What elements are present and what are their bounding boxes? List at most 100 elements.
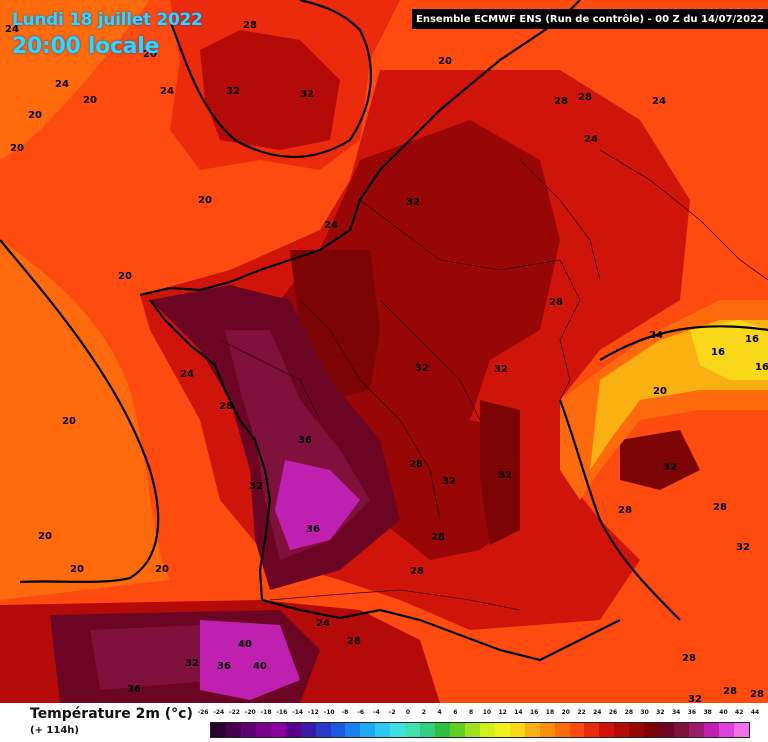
- legend-tick-label: 26: [608, 709, 618, 716]
- isotherm-label: 36: [298, 435, 312, 446]
- isotherm-label: 20: [70, 564, 84, 575]
- spain-hot-core: [90, 625, 220, 690]
- isotherm-label: 28: [347, 636, 361, 647]
- rhone-hot-core: [480, 400, 520, 545]
- isotherm-label: 32: [185, 658, 199, 669]
- legend-tick-label: -14: [292, 709, 304, 716]
- legend-swatch: [479, 723, 495, 737]
- isotherm-label: 32: [494, 364, 508, 375]
- legend-swatch: [524, 723, 540, 737]
- legend-swatch: [375, 723, 391, 737]
- legend-tick-label: 28: [624, 709, 633, 716]
- isotherm-label: 20: [653, 386, 667, 397]
- legend-tick-label: 14: [514, 709, 523, 716]
- color-legend: Température 2m (°c) (+ 114h) -26 -24 -22 -2…: [0, 703, 768, 742]
- isotherm-label: 32: [415, 363, 429, 374]
- isotherm-label: 28: [578, 92, 592, 103]
- spain-extreme-heat: [200, 620, 300, 700]
- legend-tick-label: 30: [640, 709, 649, 716]
- legend-tick-label: 18: [545, 709, 555, 716]
- legend-swatch: [494, 723, 510, 737]
- isotherm-label: 28: [750, 689, 764, 700]
- isotherm-label: 24: [652, 96, 666, 107]
- legend-swatch: [674, 723, 689, 737]
- legend-lead-time: (+ 114h): [30, 725, 79, 736]
- legend-swatch: [211, 723, 226, 737]
- legend-tick-label: 6: [453, 709, 458, 716]
- legend-swatch: [629, 723, 645, 737]
- legend-swatch: [554, 723, 570, 737]
- legend-tick-label: -24: [213, 709, 225, 716]
- legend-tick-label: 8: [469, 709, 474, 716]
- legend-ticks: -26 -24 -22 -20 -18 -16 -14 -12 -10 -8 -6 -4 -2 0 2 4 6 8…: [198, 709, 760, 721]
- legend-tick-label: 4: [437, 709, 442, 716]
- legend-tick-label: 36: [687, 709, 697, 716]
- atlantic-cool-zone: [0, 240, 170, 600]
- legend-swatch: [225, 723, 241, 737]
- isotherm-label: 24: [180, 369, 194, 380]
- legend-tick-label: -22: [229, 709, 240, 716]
- coastlines: [0, 0, 768, 662]
- isotherm-label: 28: [219, 401, 233, 412]
- legend-tick-label: 40: [719, 709, 728, 716]
- isotherm-label: 28: [431, 532, 445, 543]
- isotherm-label: 28: [409, 459, 423, 470]
- isotherm-label: 28: [618, 505, 632, 516]
- isotherm-label: 20: [438, 56, 452, 67]
- isotherm-labels: 28 24 20 20 24 24 32 32 20 28 28 24 20 24 20 20 32 24 20 28…: [5, 20, 768, 703]
- isotherm-label: 36: [306, 524, 320, 535]
- isotherm-label: 16: [711, 347, 725, 358]
- isotherm-label: 28: [713, 502, 727, 513]
- legend-swatch: [240, 723, 256, 737]
- isotherm-label: 24: [324, 220, 338, 231]
- isotherm-label: 24: [584, 134, 598, 145]
- legend-tick-label: 0: [405, 709, 411, 716]
- legend-tick-label: 2: [421, 709, 426, 716]
- isotherm-label: 16: [745, 334, 759, 345]
- isotherm-label: 36: [217, 661, 231, 672]
- isotherm-label: 24: [160, 86, 174, 97]
- isotherm-label: 40: [253, 661, 267, 672]
- legend-tick-label: 10: [482, 709, 492, 716]
- legend-tick-label: -8: [341, 709, 349, 716]
- isotherm-label: 20: [143, 49, 157, 60]
- isotherm-label: 24: [5, 24, 19, 35]
- isotherm-label: 32: [300, 89, 314, 100]
- legend-swatch: [450, 723, 465, 737]
- isotherm-label: 24: [55, 79, 69, 90]
- legend-swatch: [718, 723, 734, 737]
- isotherm-label: 20: [118, 271, 132, 282]
- isotherm-label: 32: [736, 542, 750, 553]
- landes-extreme-heat: [275, 460, 360, 550]
- isotherm-label: 36: [127, 684, 141, 695]
- legend-swatch: [255, 723, 271, 737]
- legend-swatch: [285, 723, 301, 737]
- isotherm-label: 20: [28, 110, 42, 121]
- isotherm-label: 24: [649, 330, 663, 341]
- isotherm-label: 28: [549, 297, 563, 308]
- isotherm-label: 32: [663, 462, 677, 473]
- legend-tick-label: 34: [671, 709, 681, 716]
- legend-tick-label: -10: [323, 709, 335, 716]
- legend-swatch: [614, 723, 630, 737]
- legend-swatch: [360, 723, 376, 737]
- legend-swatch: [599, 723, 615, 737]
- legend-swatch: [509, 723, 525, 737]
- isotherm-label: 28: [554, 96, 568, 107]
- legend-swatch: [270, 723, 286, 737]
- isotherm-label: 20: [83, 95, 97, 106]
- legend-swatch: [584, 723, 600, 737]
- isotherm-label: 20: [38, 531, 52, 542]
- forecast-time: 20:00 locale: [12, 34, 160, 59]
- legend-tick-label: -6: [357, 709, 365, 716]
- isotherm-label: 20: [198, 195, 212, 206]
- legend-tick-label: -26: [197, 709, 209, 716]
- legend-swatch: [330, 723, 346, 737]
- legend-tick-label: 44: [750, 709, 760, 716]
- isotherm-label: 32: [249, 481, 263, 492]
- temperature-map: 28 24 20 20 24 24 32 32 20 28 28 24 20 24 20 20 32 24 20 28…: [0, 0, 768, 703]
- isotherm-label: 24: [316, 618, 330, 629]
- legend-tick-label: -12: [307, 709, 319, 716]
- isotherm-label: 28: [723, 686, 737, 697]
